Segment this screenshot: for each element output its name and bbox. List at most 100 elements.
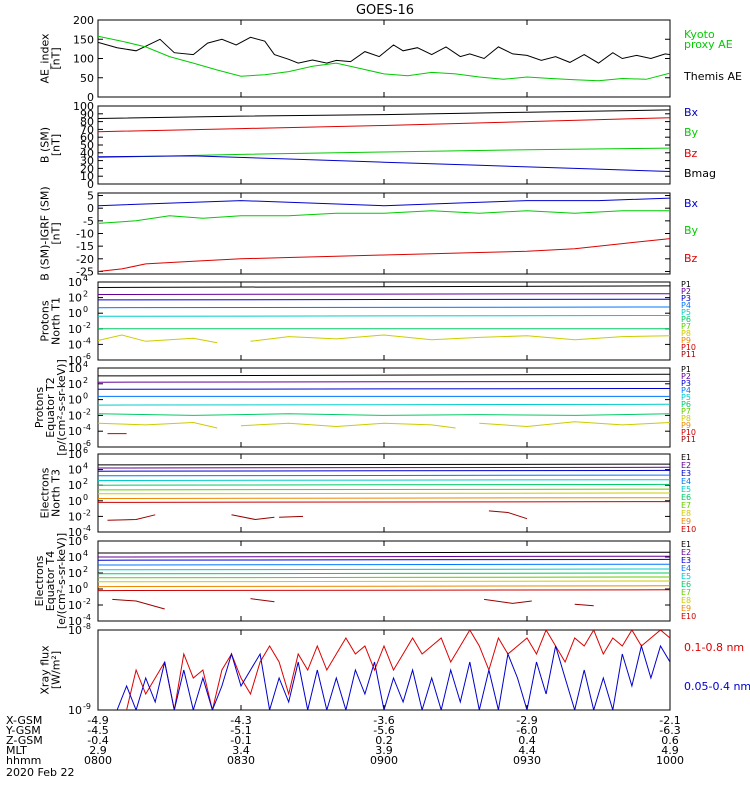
legend-entry: P4	[681, 301, 691, 310]
y-tick-exponent: 6	[83, 533, 88, 542]
series-line	[98, 580, 670, 583]
y-tick-label: 10	[68, 307, 82, 320]
x-tick-value: 0800	[84, 754, 112, 767]
y-axis-label: [e/(cm²-s-sr-keV)]	[55, 533, 68, 629]
y-tick-label: 10	[68, 441, 82, 454]
legend-entry: P9	[681, 421, 691, 430]
y-tick-exponent: -2	[83, 407, 91, 416]
series-line	[98, 501, 670, 503]
y-tick-label: 10	[68, 378, 82, 391]
x-row-label: hhmm	[6, 754, 41, 767]
legend-entry: E4	[681, 477, 691, 486]
legend-entry: E1	[681, 453, 691, 462]
x-tick-value: 0.6	[661, 734, 679, 747]
y-tick-exponent: -6	[83, 439, 91, 448]
x-tick-value: -0.4	[87, 734, 108, 747]
legend-entry: E7	[681, 501, 691, 510]
legend-entry: P10	[681, 428, 696, 437]
series-line	[98, 373, 670, 377]
legend-entry: E6	[681, 493, 691, 502]
series-line	[98, 413, 670, 416]
series-line	[484, 598, 532, 604]
y-tick-label: 10	[68, 599, 82, 612]
series-line	[488, 510, 528, 520]
legend-entry: P8	[681, 414, 691, 423]
x-tick-value: 0.2	[375, 734, 393, 747]
y-tick-label: 10	[68, 624, 82, 637]
y-tick-label: 10	[68, 495, 82, 508]
series-line	[98, 589, 670, 592]
y-tick-label: 10	[68, 464, 82, 477]
y-tick-label: 0	[87, 91, 94, 104]
series-line	[279, 515, 304, 518]
x-tick-value: 3.9	[375, 744, 393, 757]
legend-entry: Themis AE	[683, 70, 742, 83]
legend-entry: Bz	[684, 147, 698, 160]
series-line	[98, 380, 670, 383]
y-axis-label: North T3	[50, 469, 63, 517]
x-tick-value: -6.0	[516, 724, 537, 737]
legend-entry: 0.05-0.4 nm	[684, 680, 750, 693]
y-axis-label: Protons	[33, 387, 46, 428]
y-tick-label: 10	[68, 535, 82, 548]
x-tick-value: -4.5	[87, 724, 108, 737]
y-tick-label: 20	[80, 162, 94, 175]
legend-entry: P11	[681, 435, 696, 444]
legend-entry: P3	[681, 379, 691, 388]
y-axis-label: Equator T4	[44, 551, 57, 611]
y-axis-label: [nT]	[50, 222, 63, 244]
y-tick-exponent: 2	[83, 477, 88, 486]
x-row-label: MLT	[6, 744, 27, 757]
y-tick-label: 90	[80, 108, 94, 121]
series-line	[98, 35, 670, 82]
series-line	[98, 568, 670, 571]
y-tick-label: 10	[68, 425, 82, 438]
y-tick-exponent: 0	[83, 581, 88, 590]
y-axis-label: AE_index	[39, 33, 52, 84]
y-tick-exponent: 0	[83, 392, 88, 401]
series-line	[116, 644, 670, 710]
x-tick-value: 2.9	[89, 744, 107, 757]
legend-entry: P11	[681, 350, 696, 359]
series-line	[98, 572, 670, 575]
series-line	[98, 388, 670, 390]
series-line	[250, 334, 670, 342]
y-tick-label: 10	[68, 704, 82, 717]
y-tick-label: 5	[87, 190, 94, 203]
y-tick-exponent: -8	[83, 622, 91, 631]
plot-title: GOES-16	[356, 3, 414, 18]
x-tick-value: 0830	[227, 754, 255, 767]
y-tick-exponent: -6	[83, 352, 91, 361]
x-tick-value: 3.4	[232, 744, 250, 757]
y-axis-label: Electrons	[39, 467, 52, 518]
legend-entry: P5	[681, 393, 691, 402]
legend-entry: P9	[681, 336, 691, 345]
y-tick-label: 10	[68, 567, 82, 580]
y-tick-exponent: 0	[83, 493, 88, 502]
y-tick-exponent: 4	[83, 462, 88, 471]
series-line	[98, 555, 670, 558]
y-tick-label: -5	[83, 215, 94, 228]
legend-entry: P6	[681, 400, 691, 409]
series-line	[98, 558, 670, 561]
legend-entry: P1	[681, 365, 691, 374]
panel-frame	[97, 367, 671, 448]
series-line	[98, 197, 670, 207]
series-line	[98, 315, 670, 317]
x-tick-value: 0900	[370, 754, 398, 767]
legend-entry: E2	[681, 548, 691, 557]
date-label: 2020 Feb 22	[6, 766, 74, 779]
series-line	[98, 109, 670, 119]
y-tick-exponent: -4	[83, 423, 91, 432]
y-tick-exponent: 6	[83, 446, 88, 455]
legend-entry: E3	[681, 556, 691, 565]
y-tick-exponent: -9	[83, 702, 91, 711]
series-line	[98, 238, 670, 272]
legend-entry: E5	[681, 572, 691, 581]
y-tick-exponent: 4	[83, 360, 88, 369]
legend-entry: By	[684, 126, 699, 139]
